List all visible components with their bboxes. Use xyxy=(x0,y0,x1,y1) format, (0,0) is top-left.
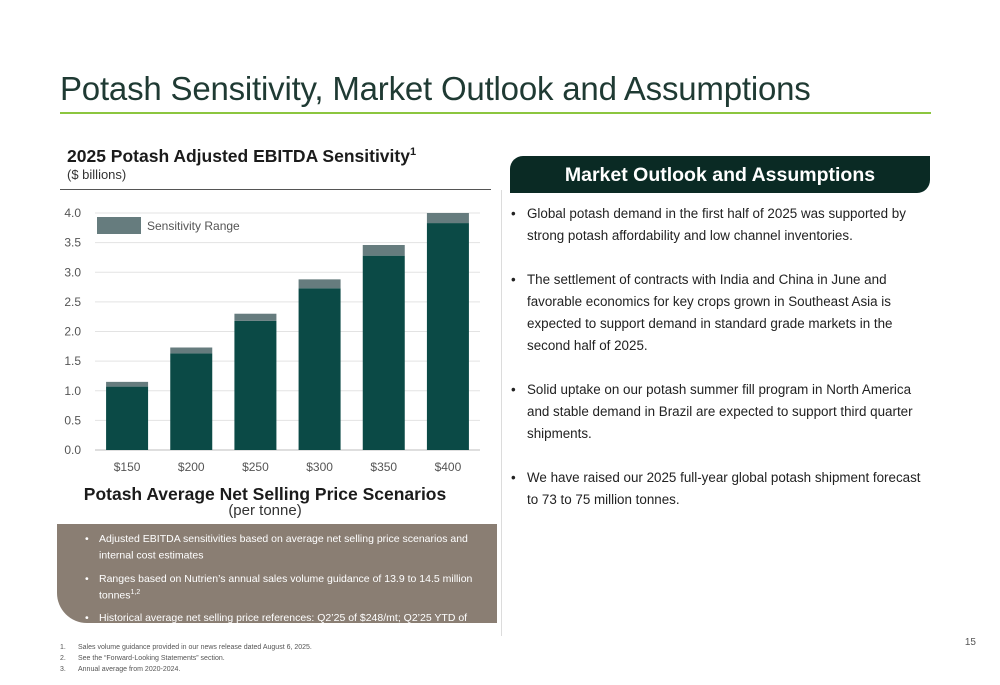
sensitivity-range-bar xyxy=(234,313,277,321)
y-tick-label: 2.5 xyxy=(64,295,81,309)
y-tick-label: 3.5 xyxy=(64,236,81,250)
chart-rule xyxy=(60,189,491,190)
chart-subtitle: ($ billions) xyxy=(67,167,127,182)
ebitda-bar xyxy=(170,353,213,450)
sensitivity-range-bar xyxy=(298,279,341,289)
y-tick-label: 1.0 xyxy=(64,384,81,398)
column-divider xyxy=(501,190,502,636)
x-tick-label: $300 xyxy=(306,460,333,474)
assumption-item: Adjusted EBITDA sensitivities based on a… xyxy=(85,532,479,563)
legend-label: Sensitivity Range xyxy=(147,219,240,233)
y-tick-label: 4.0 xyxy=(64,206,81,220)
sensitivity-range-bar xyxy=(362,244,405,256)
x-tick-label: $350 xyxy=(370,460,397,474)
x-axis-title: Potash Average Net Selling Price Scenari… xyxy=(83,484,447,504)
market-outlook-header: Market Outlook and Assumptions xyxy=(510,156,930,193)
ebitda-bar xyxy=(234,320,277,450)
outlook-bullet: Solid uptake on our potash summer fill p… xyxy=(510,379,930,445)
sensitivity-range-bar xyxy=(170,347,213,354)
ebitda-bar xyxy=(426,223,469,450)
x-tick-label: $400 xyxy=(435,460,462,474)
footnote: 2. See the “Forward-Looking Statements” s… xyxy=(60,655,225,662)
ebitda-bar xyxy=(298,288,341,450)
ebitda-sensitivity-chart: 0.0 0.5 1.0 1.5 2.0 2.5 3.0 3.5 4.0 $150 $200 $250 $… xyxy=(64,206,480,474)
footnotes: 1. Sales volume guidance provided in our … xyxy=(60,642,312,675)
x-tick-label: $250 xyxy=(242,460,269,474)
y-tick-label: 0.0 xyxy=(64,443,81,457)
market-outlook-list: Global potash demand in the first half o… xyxy=(510,203,930,533)
x-axis-subtitle: (per tonne) xyxy=(228,502,302,519)
y-tick-label: 0.5 xyxy=(64,413,81,427)
legend-swatch xyxy=(97,217,141,234)
title-underline xyxy=(60,112,931,114)
page-title: Potash Sensitivity, Market Outlook and A… xyxy=(60,70,811,107)
sensitivity-range-bar xyxy=(426,213,469,224)
y-tick-label: 3.0 xyxy=(64,265,81,279)
y-tick-label: 2.0 xyxy=(64,325,81,339)
ebitda-bar xyxy=(106,386,149,450)
page-number: 15 xyxy=(964,637,976,648)
x-tick-label: $150 xyxy=(114,460,141,474)
footnote: 1. Sales volume guidance provided in our … xyxy=(60,644,312,651)
assumption-item: Historical average net selling price ref… xyxy=(85,611,479,642)
outlook-bullet: Global potash demand in the first half o… xyxy=(510,203,930,247)
chart-title-footnote-ref: 1 xyxy=(409,146,417,159)
chart-title: 2025 Potash Adjusted EBITDA Sensitivity1 xyxy=(67,146,416,167)
assumption-item: Ranges based on Nutrien’s annual sales v… xyxy=(85,572,479,603)
y-tick-label: 1.5 xyxy=(64,354,81,368)
ebitda-bar xyxy=(362,255,405,450)
assumptions-box: Adjusted EBITDA sensitivities based on a… xyxy=(57,524,497,641)
outlook-bullet: We have raised our 2025 full-year global… xyxy=(510,467,930,511)
sensitivity-range-bar xyxy=(106,381,149,387)
chart-title-text: 2025 Potash Adjusted EBITDA Sensitivity xyxy=(67,146,410,166)
outlook-bullet: The settlement of contracts with India a… xyxy=(510,269,930,357)
x-tick-label: $200 xyxy=(178,460,205,474)
footnote: 3. Annual average from 2020-2024. xyxy=(60,666,181,673)
